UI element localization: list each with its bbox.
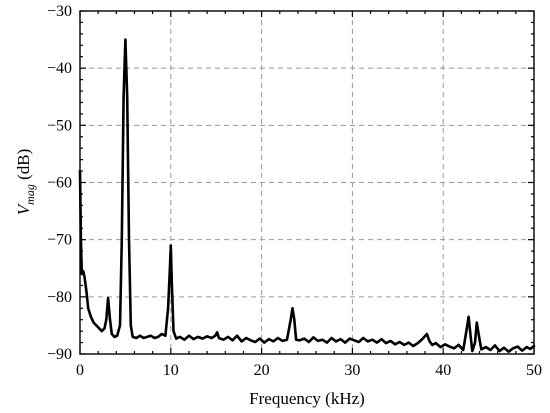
y-tick-label: −80 [47,289,72,306]
y-tick-label: −90 [47,346,72,363]
x-tick-label: 0 [76,362,84,379]
x-tick-label: 30 [344,362,360,379]
y-tick-label: −50 [47,117,72,134]
y-axis-label-unit: (dB) [14,149,33,184]
tick-labels: 0 10 20 30 40 50 −90 −80 −70 −60 −50 −40 −30 [47,3,542,379]
y-axis-label-symbol: V [14,202,33,215]
y-axis-label: Vmag (dB) [14,149,37,215]
ticks [79,10,535,355]
y-tick-label: −60 [47,175,72,192]
series-layer [78,38,536,353]
y-tick-label: −30 [47,3,72,20]
x-tick-label: 10 [163,362,179,379]
x-tick-label: 40 [435,362,451,379]
x-tick-label: 50 [526,362,542,379]
y-tick-label: −40 [47,60,72,77]
y-tick-label: −70 [47,232,72,249]
x-axis-label: Frequency (kHz) [249,389,365,408]
series-line [78,38,536,353]
x-tick-label: 20 [254,362,270,379]
grid [80,11,534,354]
y-axis-label-subscript: mag [23,184,37,205]
